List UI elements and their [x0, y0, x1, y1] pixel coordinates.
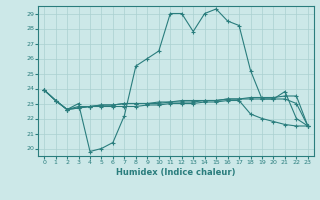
X-axis label: Humidex (Indice chaleur): Humidex (Indice chaleur)	[116, 168, 236, 177]
